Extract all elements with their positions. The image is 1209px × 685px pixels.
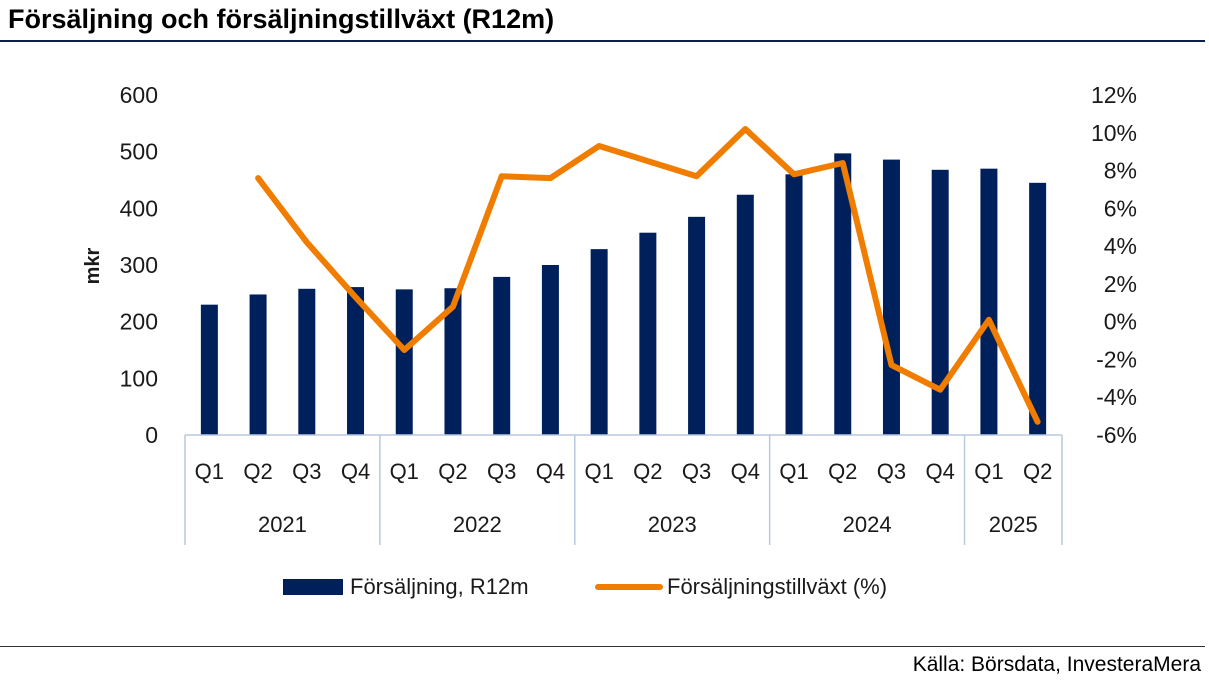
bar-q2-1	[249, 294, 267, 435]
right-tick-label: -6%	[1096, 422, 1137, 448]
growth-point-9	[645, 158, 651, 164]
legend-label-bar: Försäljning, R12m	[350, 574, 529, 599]
growth-point-15	[937, 387, 943, 393]
right-tick-label: 12%	[1091, 82, 1137, 108]
right-tick-label: 2%	[1104, 271, 1137, 297]
year-label-2025: 2025	[989, 512, 1038, 537]
left-tick-label: 600	[120, 82, 158, 108]
year-label-2023: 2023	[648, 512, 697, 537]
quarter-label: Q1	[390, 459, 419, 484]
growth-point-2	[304, 239, 310, 245]
year-label-2021: 2021	[258, 512, 307, 537]
quarter-label: Q2	[1023, 459, 1052, 484]
bar-q4-7	[541, 265, 559, 435]
bar-series	[200, 153, 1047, 436]
bar-q3-14	[882, 159, 900, 435]
quarter-label: Q2	[633, 459, 662, 484]
bar-q1-16	[980, 168, 998, 435]
quarter-label: Q1	[195, 459, 224, 484]
bar-q4-15	[931, 169, 949, 436]
quarter-label: Q3	[682, 459, 711, 484]
quarter-label: Q3	[292, 459, 321, 484]
year-label-2022: 2022	[453, 512, 502, 537]
bar-q1-4	[395, 289, 413, 435]
left-tick-label: 0	[145, 422, 158, 448]
line-series	[255, 126, 1041, 425]
legend-label-line: Försäljningstillväxt (%)	[667, 574, 887, 599]
bar-q2-9	[639, 232, 657, 435]
right-tick-label: 10%	[1091, 120, 1137, 146]
right-tick-label: 0%	[1104, 309, 1137, 335]
chart-title: Försäljning och försäljningstillväxt (R1…	[8, 4, 555, 34]
growth-point-17	[1035, 419, 1041, 425]
quarter-label: Q2	[243, 459, 272, 484]
bar-q3-6	[493, 276, 511, 435]
left-tick-label: 100	[120, 365, 158, 391]
bar-q2-13	[834, 153, 852, 435]
bar-q2-5	[444, 288, 462, 435]
growth-point-8	[596, 143, 602, 149]
legend-swatch-bar	[283, 579, 343, 595]
right-axis-ticks: -6% -4% -2% 0% 2% 4% 6% 8% 10% 12%	[1091, 82, 1137, 448]
left-axis-ticks: 0 100 200 300 400 500 600	[120, 82, 158, 448]
quarter-label: Q2	[438, 459, 467, 484]
bar-q1-8	[590, 249, 608, 435]
bar-q3-2	[298, 288, 316, 435]
growth-point-3	[353, 294, 359, 300]
bar-q1-0	[200, 304, 218, 435]
bar-q4-3	[347, 287, 365, 435]
growth-point-7	[547, 175, 553, 181]
growth-point-4	[401, 347, 407, 353]
right-tick-label: 8%	[1104, 158, 1137, 184]
left-tick-label: 300	[120, 252, 158, 278]
right-tick-label: -4%	[1096, 384, 1137, 410]
x-axis: Q1 Q2 Q3 Q4 Q1 Q2 Q3 Q4 Q1 Q2 Q3 Q4 Q1 Q2 Q3 Q4 Q1 Q2 2021…	[184, 434, 1063, 545]
quarter-label: Q4	[536, 459, 565, 484]
bar-q2-17	[1029, 182, 1047, 435]
growth-point-11	[742, 126, 748, 132]
quarter-label: Q4	[341, 459, 370, 484]
left-tick-label: 400	[120, 195, 158, 221]
title-rule	[0, 40, 1205, 42]
growth-point-1	[255, 175, 261, 181]
growth-point-14	[888, 362, 894, 368]
quarter-label: Q1	[584, 459, 613, 484]
left-tick-label: 500	[120, 139, 158, 165]
bar-q3-10	[688, 216, 706, 435]
quarter-label: Q2	[828, 459, 857, 484]
right-tick-label: 4%	[1104, 233, 1137, 259]
quarter-label: Q3	[487, 459, 516, 484]
quarter-label: Q1	[779, 459, 808, 484]
source-rule	[0, 646, 1205, 647]
quarter-label: Q4	[731, 459, 760, 484]
right-tick-label: 6%	[1104, 195, 1137, 221]
bar-q4-11	[736, 194, 754, 435]
growth-point-16	[986, 317, 992, 323]
growth-point-13	[840, 160, 846, 166]
combo-chart: 0 100 200 300 400 500 600 -6% -4% -2% 0% 2% 4% 6% 8% 1…	[82, 82, 1137, 599]
legend: Försäljning, R12m Försäljningstillväxt (…	[283, 574, 887, 599]
y-axis-label: mkr	[82, 247, 104, 284]
source-note: Källa: Börsdata, InvesteraMera	[912, 653, 1201, 676]
growth-point-12	[791, 171, 797, 177]
growth-point-5	[450, 304, 456, 310]
growth-point-10	[694, 173, 700, 179]
right-tick-label: -2%	[1096, 346, 1137, 372]
left-tick-label: 200	[120, 309, 158, 335]
growth-point-6	[499, 173, 505, 179]
quarter-label: Q4	[926, 459, 955, 484]
year-label-2024: 2024	[843, 512, 892, 537]
quarter-label: Q3	[877, 459, 906, 484]
quarter-label: Q1	[974, 459, 1003, 484]
bar-q1-12	[785, 174, 803, 436]
